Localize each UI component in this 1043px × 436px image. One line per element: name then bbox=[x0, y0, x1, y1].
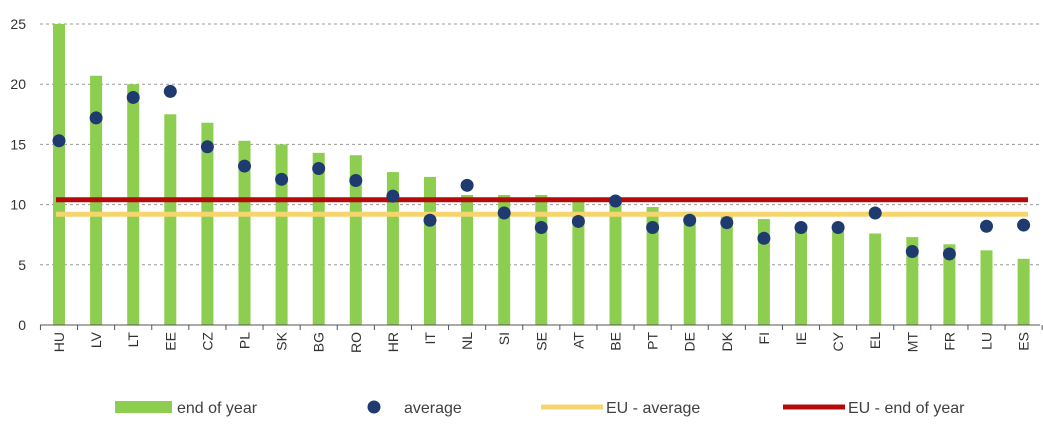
bar-de bbox=[683, 211, 696, 325]
y-tick-label: 20 bbox=[10, 76, 26, 92]
reference-lines bbox=[56, 197, 1028, 217]
axes: 0 5 10 15 20 25 HU LV LT EE CZ PL SK BG RO HR IT NL SI SE AT… bbox=[10, 16, 1043, 353]
x-tick-label: BE bbox=[608, 332, 624, 351]
bar-es bbox=[1017, 258, 1030, 325]
marker-lv bbox=[89, 111, 103, 125]
bar-nl bbox=[461, 194, 474, 325]
marker-se bbox=[534, 220, 548, 234]
marker-lu bbox=[980, 219, 993, 233]
bar-be bbox=[609, 202, 622, 325]
bar-at bbox=[572, 199, 585, 325]
x-tick-label: SE bbox=[533, 332, 549, 351]
marker-es bbox=[1017, 218, 1031, 232]
marker-sk bbox=[275, 172, 289, 186]
x-tick-label: AT bbox=[570, 332, 586, 349]
x-tick-label: CY bbox=[830, 331, 846, 351]
markers bbox=[52, 84, 1031, 261]
x-tick-label: DK bbox=[719, 331, 735, 351]
marker-pl bbox=[238, 159, 251, 173]
bar-el bbox=[869, 233, 882, 325]
marker-de bbox=[683, 213, 697, 227]
marker-cy bbox=[831, 220, 845, 234]
bar-ee bbox=[164, 114, 177, 325]
bar-mt bbox=[906, 237, 919, 325]
marker-be bbox=[609, 194, 622, 208]
y-tick-label: 0 bbox=[18, 317, 26, 333]
x-tick-label: LU bbox=[979, 332, 995, 350]
bar-si bbox=[498, 194, 511, 325]
legend-label-average: average bbox=[404, 400, 462, 417]
bar-dk bbox=[720, 213, 733, 325]
marker-el bbox=[868, 206, 882, 220]
x-tick-label: RO bbox=[348, 332, 364, 353]
y-tick-label: 5 bbox=[18, 257, 26, 273]
x-tick-label: PT bbox=[645, 332, 661, 350]
marker-bg bbox=[312, 161, 326, 175]
bar-cz bbox=[201, 122, 214, 325]
marker-ie bbox=[794, 220, 808, 234]
marker-it bbox=[423, 213, 437, 227]
marker-si bbox=[497, 206, 511, 220]
y-tick-label: 10 bbox=[10, 197, 26, 213]
marker-fi bbox=[757, 231, 771, 245]
legend-label-eu-average: EU - average bbox=[606, 400, 700, 417]
legend-label-end-of-year: end of year bbox=[177, 400, 258, 417]
x-tick-label: MT bbox=[904, 332, 920, 353]
marker-pt bbox=[646, 220, 660, 234]
x-tick-label: SK bbox=[274, 331, 290, 350]
bar-sk bbox=[275, 144, 288, 325]
bar-bg bbox=[312, 152, 325, 325]
bar-lt bbox=[127, 84, 140, 325]
y-tick-label: 15 bbox=[10, 136, 26, 152]
x-tick-label: FI bbox=[756, 332, 772, 344]
x-tick-label: FR bbox=[941, 332, 957, 351]
marker-ro bbox=[349, 174, 363, 188]
bar-hr bbox=[386, 172, 399, 325]
x-tick-label: BG bbox=[311, 332, 327, 352]
marker-hu bbox=[52, 134, 66, 148]
x-tick-label: SI bbox=[496, 332, 512, 345]
x-tick-label: HR bbox=[385, 332, 401, 352]
bar-pl bbox=[238, 140, 251, 325]
marker-lt bbox=[126, 90, 140, 104]
bar-fi bbox=[757, 219, 770, 325]
x-tick-label: PL bbox=[237, 332, 253, 349]
marker-cz bbox=[200, 140, 214, 154]
bar-hu bbox=[53, 24, 65, 325]
bar-pt bbox=[646, 207, 659, 325]
marker-nl bbox=[460, 178, 474, 192]
marker-at bbox=[571, 214, 585, 228]
x-tick-label: ES bbox=[1016, 332, 1032, 351]
x-tick-label: HU bbox=[51, 332, 67, 352]
marker-fr bbox=[942, 247, 956, 261]
x-tick-label: IT bbox=[422, 332, 438, 345]
legend-swatch-end-of-year bbox=[115, 401, 172, 413]
legend: end of year average EU - average EU - end o… bbox=[115, 400, 965, 417]
marker-dk bbox=[720, 216, 734, 230]
x-tick-label: NL bbox=[459, 332, 475, 350]
bar-ie bbox=[795, 228, 807, 325]
x-tick-label: EL bbox=[867, 332, 883, 349]
x-tick-label: IE bbox=[793, 332, 809, 345]
x-tick-label: DE bbox=[682, 332, 698, 351]
bar-lu bbox=[980, 250, 993, 325]
x-tick-label: EE bbox=[162, 332, 178, 351]
bar-fr bbox=[943, 244, 956, 325]
marker-mt bbox=[905, 245, 919, 259]
bars bbox=[53, 24, 1030, 325]
marker-ee bbox=[163, 84, 177, 98]
legend-swatch-average bbox=[367, 400, 381, 414]
bar-cy bbox=[832, 231, 845, 325]
marker-hr bbox=[386, 189, 400, 203]
legend-label-eu-end-of-year: EU - end of year bbox=[848, 400, 965, 417]
x-tick-label: LV bbox=[88, 331, 104, 348]
x-tick-label: LT bbox=[125, 332, 141, 348]
y-tick-label: 25 bbox=[10, 16, 26, 32]
x-tick-label: CZ bbox=[199, 332, 215, 351]
